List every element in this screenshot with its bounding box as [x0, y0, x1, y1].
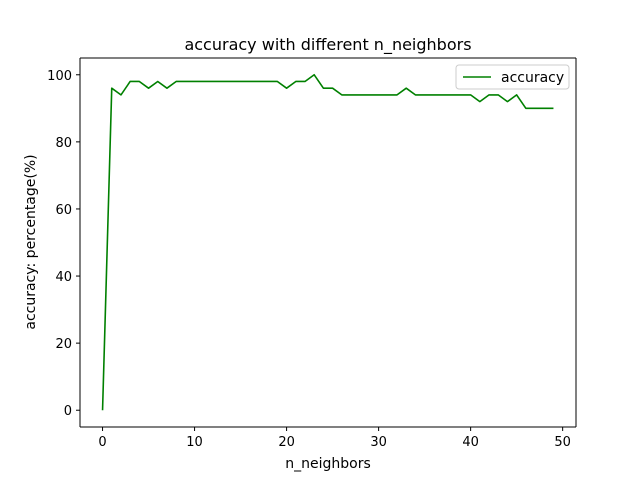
- y-tick-label: 100: [47, 69, 72, 84]
- legend-label: accuracy: [501, 70, 564, 86]
- x-tick-label: 0: [98, 435, 106, 450]
- y-tick-label: 60: [55, 203, 72, 218]
- plot-area: [80, 58, 576, 427]
- y-axis-label: accuracy: percentage(%): [23, 154, 39, 329]
- x-tick-label: 10: [186, 435, 203, 450]
- x-tick-label: 50: [554, 435, 571, 450]
- legend: accuracy: [455, 64, 570, 90]
- y-tick-label: 20: [55, 337, 72, 352]
- y-tick-label: 80: [55, 136, 72, 151]
- legend-box: [455, 64, 570, 90]
- x-tick-label: 40: [462, 435, 479, 450]
- series-line-accuracy: [101, 73, 554, 411]
- y-tick-label: 40: [55, 270, 72, 285]
- y-tick-label: 0: [64, 404, 72, 419]
- x-tick-label: 20: [278, 435, 295, 450]
- x-tick-label: 30: [370, 435, 387, 450]
- chart-title: accuracy with different n_neighbors: [184, 35, 471, 55]
- x-axis-label: n_neighbors: [285, 456, 371, 472]
